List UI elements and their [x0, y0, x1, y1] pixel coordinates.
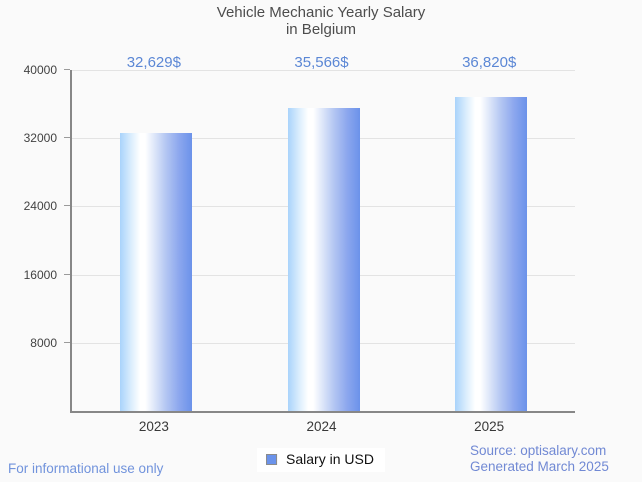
gridline [72, 70, 575, 71]
legend[interactable]: Salary in USD [257, 448, 385, 472]
legend-label: Salary in USD [286, 451, 374, 467]
y-tick-mark [64, 137, 70, 139]
disclaimer-text: For informational use only [8, 461, 164, 476]
y-tick-label: 16000 [23, 267, 57, 282]
y-axis: 40000 32000 24000 16000 8000 [0, 63, 70, 411]
bar-value-label: 36,820$ [462, 54, 517, 71]
x-axis-labels: 2023 2024 2025 [70, 418, 573, 435]
y-tick-mark [64, 341, 70, 343]
y-tick-label: 32000 [23, 131, 57, 146]
bar-2025[interactable] [455, 97, 528, 411]
bar-value-labels: 32,629$ 35,566$ 36,820$ [70, 54, 573, 72]
x-tick-label: 2023 [138, 419, 169, 434]
chart-title: Vehicle Mechanic Yearly Salary in Belgiu… [0, 4, 642, 38]
chart-title-line1: Vehicle Mechanic Yearly Salary [216, 4, 426, 21]
legend-square-icon [266, 454, 278, 465]
bar-value-label: 32,629$ [126, 54, 181, 71]
plot-area [70, 70, 575, 413]
y-tick-label: 40000 [23, 63, 57, 77]
x-tick-label: 2025 [474, 419, 505, 434]
y-tick-mark [64, 273, 70, 275]
y-tick-mark [64, 69, 70, 70]
source-caption: Source: optisalary.com Generated March 2… [470, 443, 609, 474]
source-line: Source: optisalary.com [470, 443, 607, 458]
y-tick-mark [64, 205, 70, 207]
generated-line: Generated March 2025 [470, 458, 609, 474]
bar-slot [407, 70, 575, 411]
bar-2024[interactable] [287, 107, 360, 411]
y-tick-label: 24000 [23, 199, 57, 214]
bar-2023[interactable] [119, 132, 192, 411]
bar-value-label: 35,566$ [294, 54, 349, 71]
bar-slot [240, 70, 408, 411]
y-tick-label: 8000 [30, 335, 57, 350]
chart-title-line2: in Belgium [285, 21, 357, 38]
bar-slot [72, 70, 240, 411]
x-tick-label: 2024 [306, 419, 337, 434]
